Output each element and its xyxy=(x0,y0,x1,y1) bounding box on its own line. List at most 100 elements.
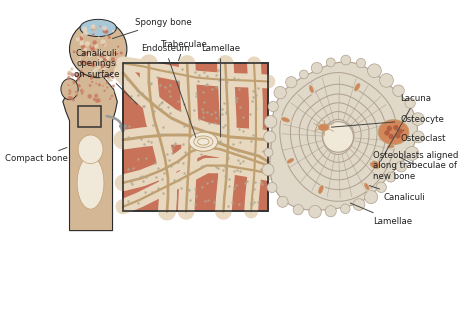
Circle shape xyxy=(116,61,120,64)
Circle shape xyxy=(80,36,82,38)
Ellipse shape xyxy=(378,120,409,144)
Circle shape xyxy=(89,95,93,99)
Circle shape xyxy=(77,58,81,62)
Circle shape xyxy=(79,72,83,77)
Circle shape xyxy=(103,69,108,74)
Circle shape xyxy=(356,58,365,68)
Circle shape xyxy=(94,44,98,48)
Circle shape xyxy=(86,61,91,65)
Circle shape xyxy=(84,31,87,34)
Circle shape xyxy=(91,42,94,46)
Text: Canaliculi: Canaliculi xyxy=(369,186,425,202)
Circle shape xyxy=(102,42,105,46)
Text: Spongy bone: Spongy bone xyxy=(112,18,191,39)
Circle shape xyxy=(81,45,85,49)
Bar xyxy=(123,63,268,212)
Circle shape xyxy=(104,58,107,62)
Ellipse shape xyxy=(287,159,294,163)
Ellipse shape xyxy=(280,116,292,123)
Circle shape xyxy=(91,27,94,30)
Circle shape xyxy=(67,76,71,79)
Circle shape xyxy=(91,25,95,30)
Ellipse shape xyxy=(363,181,371,192)
Text: Osteoclast: Osteoclast xyxy=(400,130,446,143)
Circle shape xyxy=(99,73,100,74)
Circle shape xyxy=(102,67,106,71)
Text: Trabeculae: Trabeculae xyxy=(161,40,208,61)
Circle shape xyxy=(106,74,110,79)
Circle shape xyxy=(387,126,392,131)
Circle shape xyxy=(398,129,403,134)
Circle shape xyxy=(267,182,277,192)
Circle shape xyxy=(98,55,100,58)
Ellipse shape xyxy=(189,132,218,151)
Circle shape xyxy=(78,84,81,87)
Circle shape xyxy=(110,70,113,73)
Circle shape xyxy=(99,51,102,55)
Circle shape xyxy=(412,131,424,143)
Ellipse shape xyxy=(383,119,393,126)
Circle shape xyxy=(98,36,100,38)
Circle shape xyxy=(89,84,91,87)
Circle shape xyxy=(119,43,122,47)
Text: Osteocyte: Osteocyte xyxy=(331,115,444,127)
Circle shape xyxy=(70,20,127,78)
Circle shape xyxy=(79,42,82,45)
Circle shape xyxy=(91,24,96,29)
Circle shape xyxy=(102,28,108,34)
Circle shape xyxy=(311,62,322,73)
Circle shape xyxy=(264,131,276,143)
Circle shape xyxy=(91,76,93,78)
Ellipse shape xyxy=(285,157,296,165)
Circle shape xyxy=(82,54,85,57)
Circle shape xyxy=(82,26,87,32)
Circle shape xyxy=(99,53,104,58)
Circle shape xyxy=(341,55,351,65)
Polygon shape xyxy=(270,62,418,210)
Circle shape xyxy=(107,56,109,59)
Circle shape xyxy=(365,191,378,203)
Ellipse shape xyxy=(308,84,315,95)
Circle shape xyxy=(111,90,114,94)
Circle shape xyxy=(109,62,112,66)
Circle shape xyxy=(326,58,335,67)
Circle shape xyxy=(80,37,83,41)
Ellipse shape xyxy=(61,78,78,100)
Circle shape xyxy=(100,84,102,85)
Circle shape xyxy=(293,204,303,215)
Circle shape xyxy=(384,130,390,136)
Circle shape xyxy=(82,41,84,44)
Circle shape xyxy=(68,93,70,95)
Circle shape xyxy=(82,88,85,91)
Circle shape xyxy=(72,81,75,84)
Circle shape xyxy=(405,98,415,108)
Circle shape xyxy=(92,34,95,36)
Circle shape xyxy=(76,75,80,78)
Circle shape xyxy=(97,98,98,100)
Ellipse shape xyxy=(282,117,290,122)
Circle shape xyxy=(91,50,93,51)
Circle shape xyxy=(117,58,120,61)
Circle shape xyxy=(97,63,101,68)
Circle shape xyxy=(102,26,107,31)
Circle shape xyxy=(110,79,113,82)
Ellipse shape xyxy=(355,84,360,91)
Circle shape xyxy=(81,43,83,45)
Ellipse shape xyxy=(317,184,325,195)
Circle shape xyxy=(325,206,336,217)
Circle shape xyxy=(108,36,111,39)
Circle shape xyxy=(94,94,99,98)
Circle shape xyxy=(77,73,80,75)
Circle shape xyxy=(367,64,381,78)
Circle shape xyxy=(91,70,93,72)
Circle shape xyxy=(67,90,71,94)
Ellipse shape xyxy=(82,47,114,66)
Circle shape xyxy=(99,95,101,98)
Circle shape xyxy=(90,68,92,70)
Circle shape xyxy=(88,95,91,97)
Circle shape xyxy=(97,98,101,102)
Circle shape xyxy=(87,62,89,64)
Circle shape xyxy=(80,60,85,65)
Circle shape xyxy=(117,46,119,48)
Circle shape xyxy=(92,40,97,45)
